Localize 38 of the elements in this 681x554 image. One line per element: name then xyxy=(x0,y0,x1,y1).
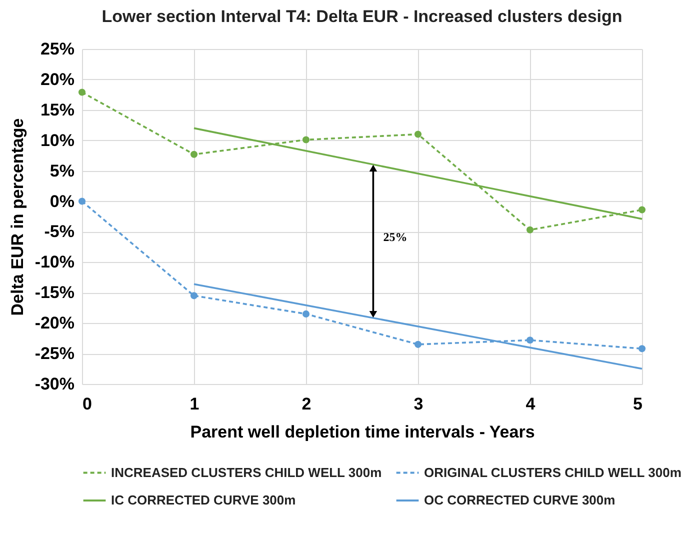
y-tick-label: 25% xyxy=(40,40,74,58)
y-tick-label: 15% xyxy=(40,100,74,120)
x-tick-label: 3 xyxy=(414,394,424,414)
point xyxy=(302,136,310,144)
x-tick-label: 5 xyxy=(633,394,642,414)
point xyxy=(638,206,646,214)
y-axis-title: Delta EUR in percentage xyxy=(8,118,27,316)
point xyxy=(414,130,422,138)
annotation: 25% xyxy=(383,230,408,244)
legend-label: ORIGINAL CLUSTERS CHILD WELL 300m xyxy=(424,464,681,480)
point xyxy=(638,345,646,352)
point xyxy=(302,310,310,318)
point xyxy=(526,226,534,234)
point xyxy=(78,88,86,96)
y-tick-label: -15% xyxy=(34,283,74,302)
point xyxy=(190,292,198,300)
legend-label: INCREASED CLUSTERS CHILD WELL 300m xyxy=(111,464,382,480)
point xyxy=(414,340,422,348)
x-tick-label: 0 xyxy=(82,394,92,414)
point xyxy=(78,198,86,205)
point xyxy=(526,336,534,344)
y-tick-label: 0% xyxy=(50,192,74,211)
x-tick-label: 4 xyxy=(526,394,536,414)
legend-label: IC CORRECTED CURVE 300m xyxy=(111,492,296,508)
x-tick-label: 1 xyxy=(190,394,200,414)
x-axis-title: Parent well depletion time intervals - Years xyxy=(190,422,535,442)
x-tick-label: 2 xyxy=(302,394,312,414)
legend-label: OC CORRECTED CURVE 300m xyxy=(424,492,616,508)
y-tick-label: -5% xyxy=(44,222,74,242)
point xyxy=(190,150,198,158)
y-tick-label: 5% xyxy=(50,161,74,180)
y-tick-label: 10% xyxy=(40,130,74,150)
y-tick-label: -10% xyxy=(34,252,74,272)
y-tick-label: -25% xyxy=(34,344,74,364)
y-tick-label: 20% xyxy=(40,70,74,89)
y-tick-label: -20% xyxy=(34,314,74,333)
chart-title: Lower section Interval T4: Delta EUR - Increased clusters design xyxy=(102,7,622,26)
y-tick-label: -30% xyxy=(34,374,74,394)
